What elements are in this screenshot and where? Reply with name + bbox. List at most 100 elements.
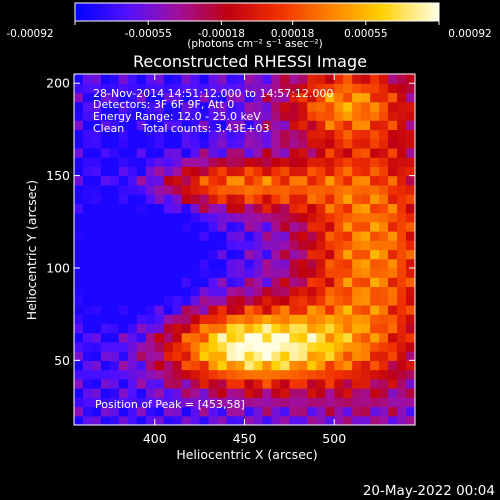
heatmap-cell (82, 295, 93, 306)
heatmap-cell (217, 360, 228, 371)
heatmap-cell (253, 203, 264, 214)
heatmap-cell (343, 295, 353, 306)
heatmap-cell (352, 406, 362, 417)
heatmap-cell (172, 369, 183, 380)
heatmap-cell (361, 397, 371, 408)
heatmap-cell (316, 360, 326, 371)
heatmap-cell (280, 157, 290, 167)
heatmap-cell (406, 304, 415, 315)
heatmap-cell (316, 138, 326, 149)
heatmap-cell (74, 314, 84, 324)
heatmap-cell (208, 332, 219, 343)
heatmap-cell (235, 332, 246, 343)
heatmap-cell (406, 83, 415, 94)
heatmap-cell (370, 314, 380, 324)
heatmap-cell (379, 388, 389, 398)
heatmap-cell (271, 203, 281, 214)
heatmap-cell (244, 231, 255, 241)
heatmap-cell (271, 74, 281, 84)
heatmap-cell (190, 101, 201, 112)
heatmap-cell (217, 110, 228, 121)
heatmap-cell (226, 323, 237, 334)
heatmap-cell (397, 323, 407, 334)
heatmap-cell (190, 92, 201, 103)
heatmap-cell (316, 74, 326, 84)
heatmap-cell (271, 341, 281, 352)
heatmap-cell (163, 147, 174, 158)
heatmap-cell (298, 277, 308, 288)
heatmap-cell (118, 258, 129, 269)
heatmap-cell (181, 101, 192, 112)
heatmap-cell (253, 129, 264, 140)
heatmap-cell (352, 286, 362, 297)
heatmap-cell (91, 341, 102, 352)
heatmap-cell (226, 92, 237, 103)
heatmap-cell (289, 286, 299, 297)
heatmap-cell (91, 157, 102, 167)
heatmap-cell (262, 369, 273, 380)
heatmap-cell (118, 415, 129, 425)
heatmap-cell (172, 221, 183, 232)
heatmap-cell (181, 397, 192, 408)
heatmap-cell (307, 267, 317, 278)
heatmap-cell (91, 166, 102, 177)
heatmap-cell (406, 323, 415, 334)
heatmap-cell (118, 175, 129, 186)
heatmap-cell (298, 341, 308, 352)
heatmap-cell (82, 120, 93, 131)
heatmap-cell (397, 240, 407, 251)
heatmap-cell (379, 249, 389, 260)
heatmap-cell (262, 221, 273, 232)
heatmap-cell (190, 314, 201, 324)
heatmap-cell (352, 415, 362, 425)
heatmap-cell (154, 194, 165, 204)
heatmap-cell (181, 388, 192, 398)
heatmap-cell (217, 231, 228, 241)
heatmap-cell (118, 295, 129, 306)
heatmap-cell (343, 314, 353, 324)
heatmap-cell (253, 378, 264, 389)
heatmap-cell (154, 184, 165, 195)
heatmap-cell (226, 369, 237, 380)
heatmap-cell (280, 231, 290, 241)
heatmap-cell (226, 138, 237, 149)
heatmap-cell (163, 406, 174, 417)
heatmap-cell (235, 415, 246, 425)
heatmap-cell (127, 360, 138, 371)
heatmap-cell (280, 304, 290, 315)
annotation-energy-range: Energy Range: 12.0 - 25.0 keV (93, 110, 261, 123)
heatmap-cell (74, 203, 84, 214)
heatmap-cell (406, 369, 415, 380)
heatmap-cell (289, 129, 299, 140)
heatmap-cell (379, 221, 389, 232)
heatmap-cell (100, 110, 111, 121)
heatmap-cell (280, 415, 290, 425)
heatmap-cell (334, 258, 344, 269)
heatmap-cell (217, 203, 228, 214)
heatmap-cell (271, 231, 281, 241)
heatmap-cell (109, 166, 120, 177)
heatmap-cell (181, 120, 192, 131)
heatmap-cell (244, 110, 255, 121)
heatmap-cell (235, 286, 246, 297)
heatmap-cell (235, 360, 246, 371)
heatmap-cell (100, 138, 111, 149)
heatmap-cell (307, 323, 317, 334)
heatmap-cell (235, 351, 246, 361)
heatmap-cell (271, 267, 281, 278)
heatmap-cell (262, 92, 273, 103)
heatmap-cell (298, 258, 308, 269)
heatmap-cell (343, 166, 353, 177)
heatmap-cell (172, 406, 183, 417)
heatmap-cell (82, 203, 93, 214)
heatmap-cell (388, 166, 398, 177)
heatmap-cell (262, 323, 273, 334)
heatmap-cell (334, 332, 344, 343)
heatmap-cell (379, 415, 389, 425)
heatmap-cell (370, 120, 380, 131)
heatmap-cell (145, 415, 156, 425)
heatmap-cell (307, 258, 317, 269)
heatmap-cell (163, 378, 174, 389)
heatmap-cell (118, 378, 129, 389)
heatmap-cell (379, 378, 389, 389)
